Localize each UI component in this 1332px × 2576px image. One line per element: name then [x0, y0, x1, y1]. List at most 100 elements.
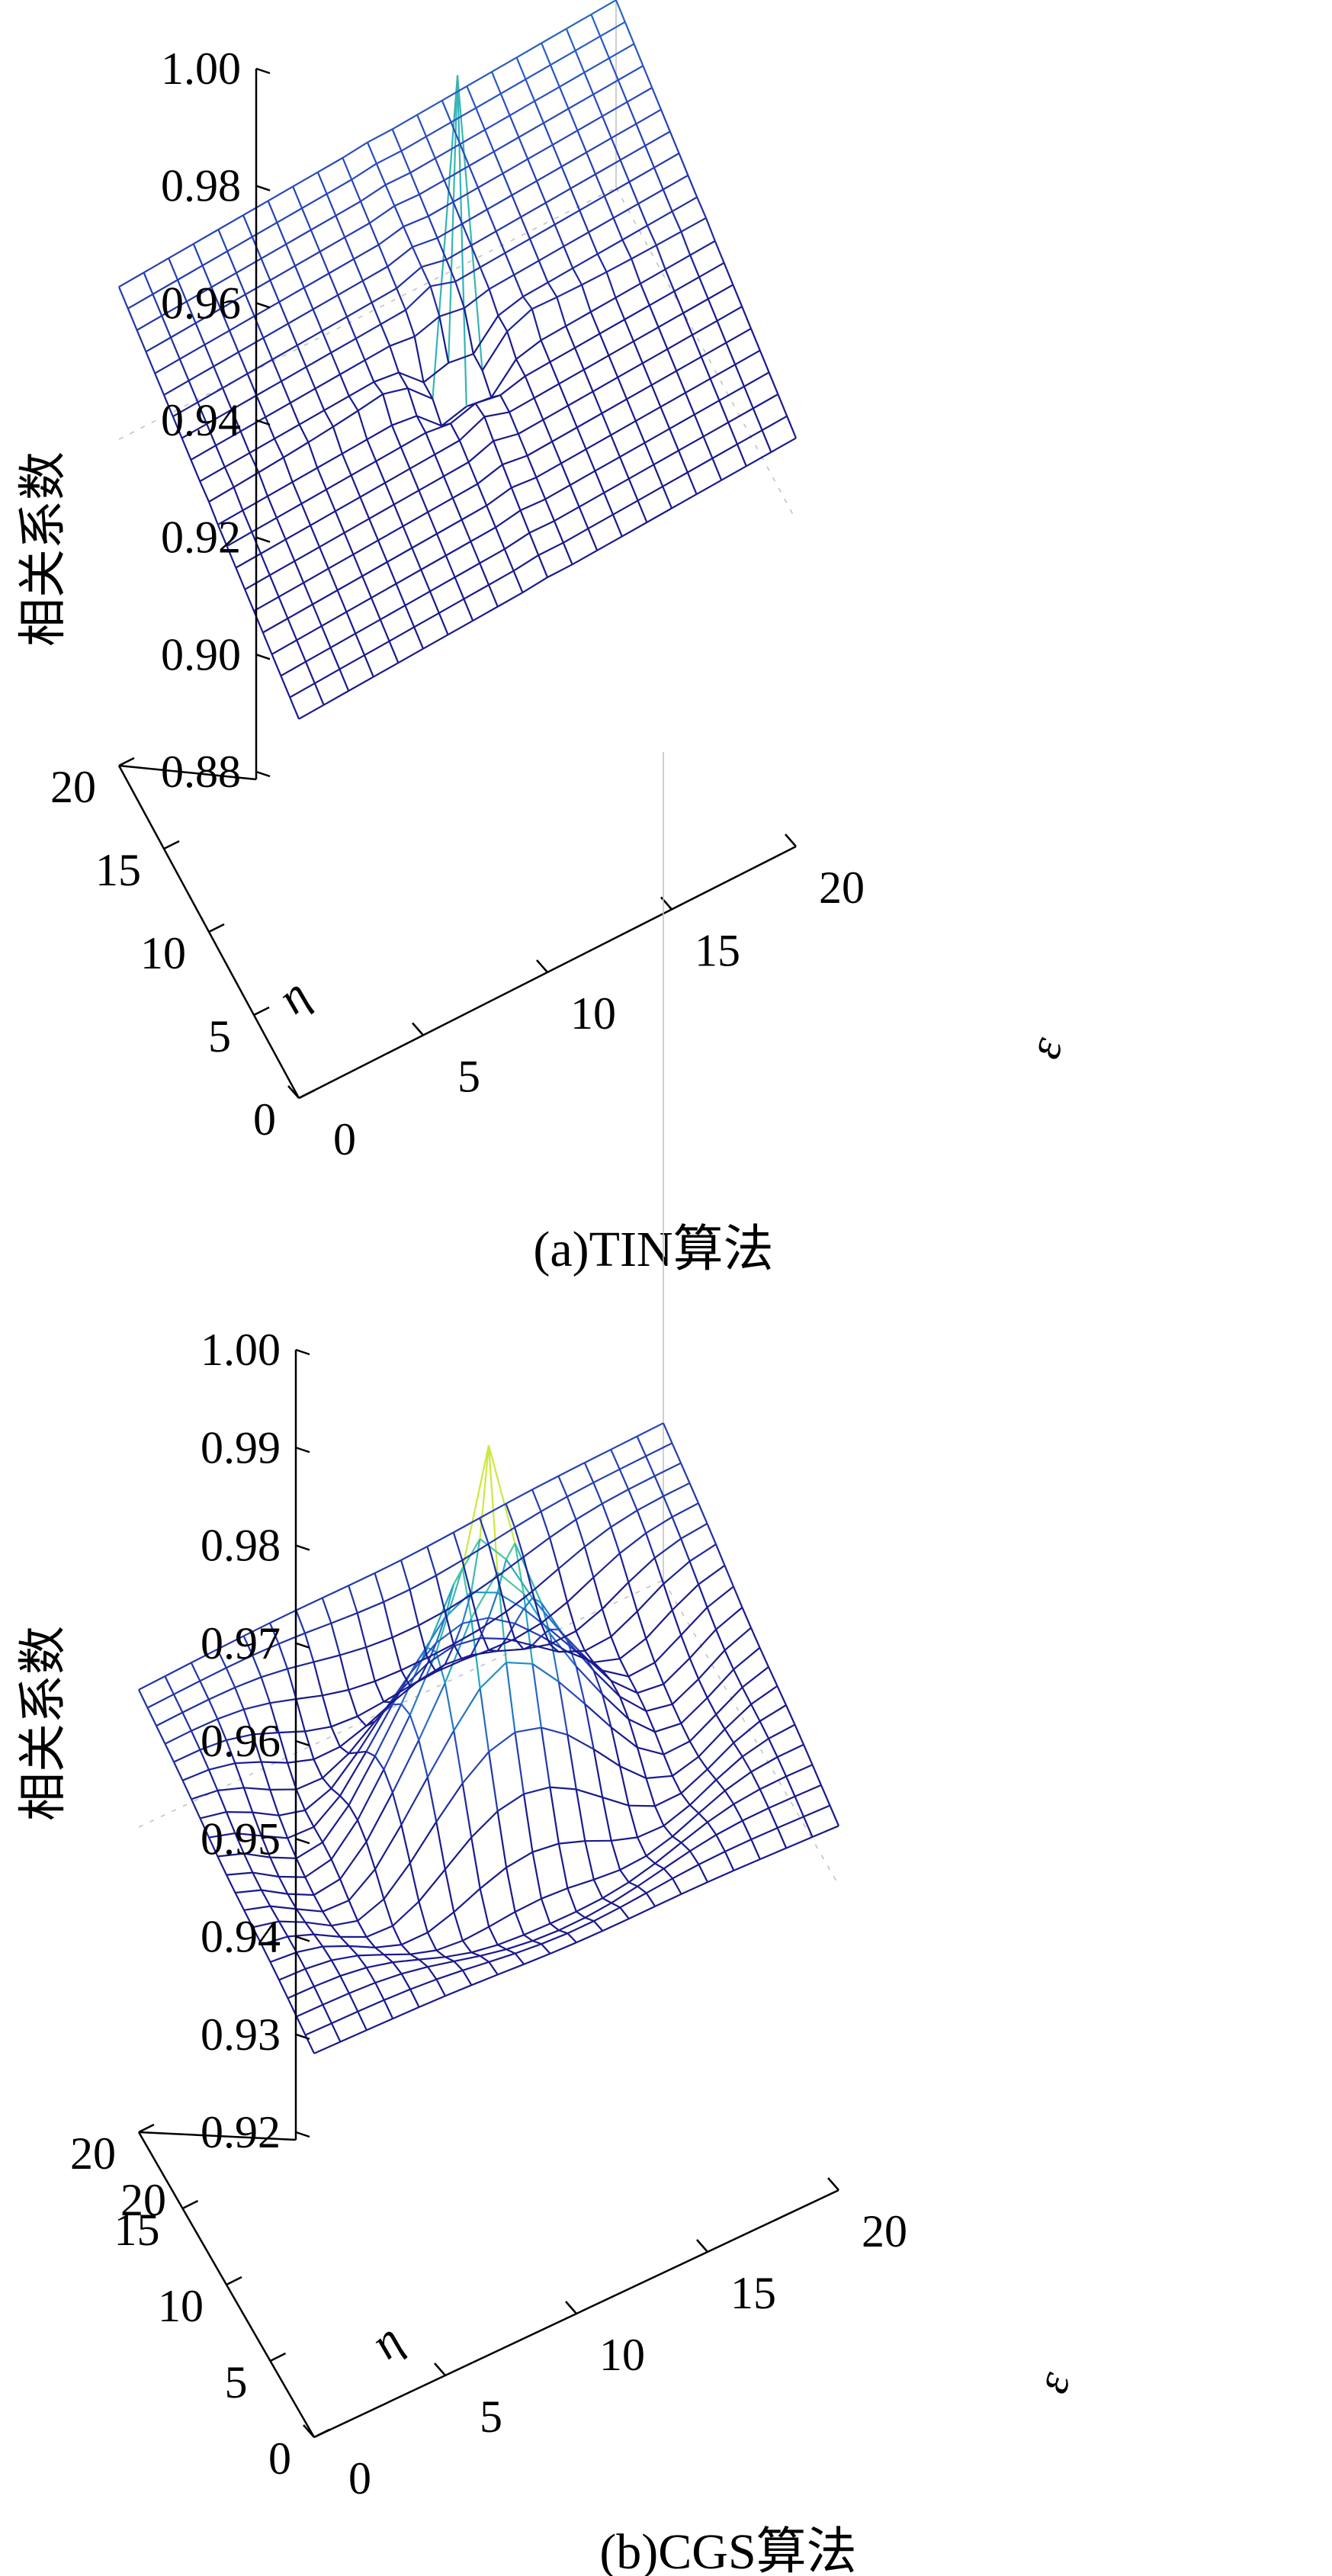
mesh-line-v	[321, 1598, 332, 1624]
mesh-line-v	[252, 1926, 262, 1945]
mesh-line-v	[768, 1807, 778, 1829]
mesh-line-u	[506, 1590, 533, 1613]
mesh-line-v	[589, 311, 601, 335]
mesh-line-u	[366, 424, 393, 441]
mesh-line-u	[676, 355, 702, 372]
mesh-line-v	[296, 345, 307, 368]
mesh-line-u	[698, 1790, 726, 1814]
mesh-line-v	[304, 1922, 315, 1935]
mesh-line-u	[355, 618, 381, 634]
mesh-line-v	[601, 413, 612, 436]
mesh-line-u	[453, 1628, 480, 1646]
mesh-line-u	[551, 426, 578, 442]
mesh-line-u	[339, 1967, 368, 1977]
panel-a-y-axis-label: η	[268, 969, 319, 1024]
mesh-line-v	[470, 1637, 481, 1656]
mesh-line-u	[549, 1633, 577, 1667]
mesh-line-v	[603, 492, 615, 516]
mesh-line-v	[271, 654, 282, 676]
mesh-line-u	[127, 293, 153, 310]
mesh-line-v	[567, 405, 578, 428]
mesh-line-u	[759, 1704, 787, 1722]
panel-b-y-axis-label: η	[361, 2314, 412, 2369]
mesh-line-v	[723, 262, 734, 285]
mesh-line-v	[242, 1635, 254, 1656]
mesh-line-v	[491, 394, 501, 399]
mesh-line-v	[389, 345, 400, 373]
mesh-line-v	[173, 1762, 184, 1781]
mesh-line-u	[409, 1821, 438, 1864]
mesh-line-u	[276, 503, 302, 519]
mesh-line-v	[538, 554, 549, 578]
mesh-line-v	[356, 1820, 368, 1842]
mesh-line-v	[470, 1837, 481, 1889]
mesh-line-u	[375, 446, 402, 462]
mesh-line-v	[207, 1699, 219, 1720]
mesh-line-u	[435, 143, 461, 159]
mesh-line-v	[610, 1680, 621, 1698]
mesh-line-v	[420, 569, 432, 592]
mesh-line-v	[310, 525, 321, 548]
mesh-line-u	[497, 1934, 525, 1946]
mesh-line-v	[428, 590, 440, 614]
mesh-line-v	[435, 1617, 446, 1643]
mesh-line-u	[654, 1537, 682, 1559]
mesh-line-v	[558, 86, 570, 109]
mesh-line-u	[584, 1636, 611, 1652]
mesh-line-v	[655, 245, 666, 270]
mesh-line-u	[357, 1999, 385, 2012]
mesh-line-v	[400, 1944, 411, 1955]
mesh-line-u	[470, 230, 497, 246]
mesh-line-v	[352, 554, 364, 577]
mesh-line-v	[295, 1789, 307, 1811]
mesh-line-u	[646, 507, 672, 523]
mesh-line-u	[364, 345, 390, 361]
mesh-line-u	[610, 420, 637, 436]
mesh-line-u	[513, 259, 540, 276]
mesh-line-v	[669, 130, 680, 154]
mesh-line-u	[496, 1556, 525, 1578]
mesh-line-u	[181, 422, 207, 439]
mesh-line-v	[278, 1643, 289, 1669]
mesh-line-u	[590, 297, 616, 313]
mesh-line-u	[587, 513, 614, 530]
mesh-line-v	[553, 520, 564, 544]
mesh-line-v	[265, 416, 276, 439]
mesh-line-v	[344, 236, 355, 260]
mesh-line-v	[576, 130, 588, 153]
mesh-line-v	[486, 505, 497, 528]
mesh-line-u	[504, 532, 531, 551]
mesh-line-v	[411, 246, 422, 268]
mesh-line-v	[584, 1704, 595, 1750]
mesh-line-v	[208, 1837, 219, 1857]
mesh-line-u	[323, 1945, 349, 1948]
mesh-line-u	[296, 2003, 323, 2018]
mesh-line-v	[168, 258, 179, 281]
mesh-line-v	[618, 1553, 630, 1583]
mesh-line-u	[514, 1622, 542, 1637]
mesh-line-v	[698, 1864, 708, 1883]
mesh-line-v	[563, 246, 574, 269]
mesh-line-u	[637, 1583, 664, 1612]
mesh-line-v	[631, 259, 642, 284]
mesh-line-u	[278, 582, 304, 598]
mesh-line-v	[749, 328, 761, 352]
mesh-line-u	[154, 358, 181, 374]
mesh-line-v	[230, 409, 242, 432]
mesh-line-u	[595, 159, 621, 175]
mesh-line-u	[541, 1635, 568, 1653]
mesh-line-v	[628, 181, 640, 204]
mesh-line-v	[540, 1623, 551, 1645]
mesh-line-u	[179, 344, 205, 360]
mesh-line-v	[366, 142, 377, 165]
mesh-line-u	[287, 1893, 314, 1897]
mesh-line-v	[445, 259, 457, 282]
mesh-line-u	[303, 272, 329, 289]
mesh-line-v	[736, 444, 747, 467]
mesh-line-v	[727, 422, 739, 445]
mesh-line-u	[330, 1715, 358, 1728]
mesh-line-u	[391, 415, 417, 426]
mesh-line-v	[422, 381, 434, 400]
mesh-line-u	[177, 265, 204, 281]
mesh-line-v	[226, 545, 237, 568]
